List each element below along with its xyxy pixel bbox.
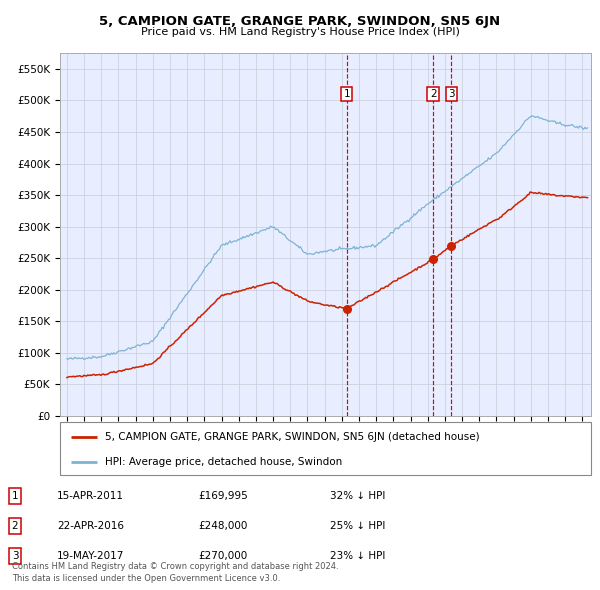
Text: 3: 3	[448, 89, 455, 99]
Text: 5, CAMPION GATE, GRANGE PARK, SWINDON, SN5 6JN: 5, CAMPION GATE, GRANGE PARK, SWINDON, S…	[100, 15, 500, 28]
Text: 1: 1	[11, 491, 19, 501]
Text: 22-APR-2016: 22-APR-2016	[57, 521, 124, 531]
Text: 25% ↓ HPI: 25% ↓ HPI	[330, 521, 385, 531]
Text: Contains HM Land Registry data © Crown copyright and database right 2024.
This d: Contains HM Land Registry data © Crown c…	[12, 562, 338, 584]
FancyBboxPatch shape	[60, 422, 591, 475]
Text: 19-MAY-2017: 19-MAY-2017	[57, 552, 124, 561]
Text: 2: 2	[430, 89, 436, 99]
Text: 1: 1	[343, 89, 350, 99]
Text: £270,000: £270,000	[198, 552, 247, 561]
Text: £248,000: £248,000	[198, 521, 247, 531]
Text: £169,995: £169,995	[198, 491, 248, 501]
Text: 3: 3	[11, 552, 19, 561]
Text: HPI: Average price, detached house, Swindon: HPI: Average price, detached house, Swin…	[105, 457, 343, 467]
Text: 2: 2	[11, 521, 19, 531]
Text: 5, CAMPION GATE, GRANGE PARK, SWINDON, SN5 6JN (detached house): 5, CAMPION GATE, GRANGE PARK, SWINDON, S…	[105, 432, 480, 442]
Text: 15-APR-2011: 15-APR-2011	[57, 491, 124, 501]
Text: 23% ↓ HPI: 23% ↓ HPI	[330, 552, 385, 561]
Text: Price paid vs. HM Land Registry's House Price Index (HPI): Price paid vs. HM Land Registry's House …	[140, 27, 460, 37]
Text: 32% ↓ HPI: 32% ↓ HPI	[330, 491, 385, 501]
